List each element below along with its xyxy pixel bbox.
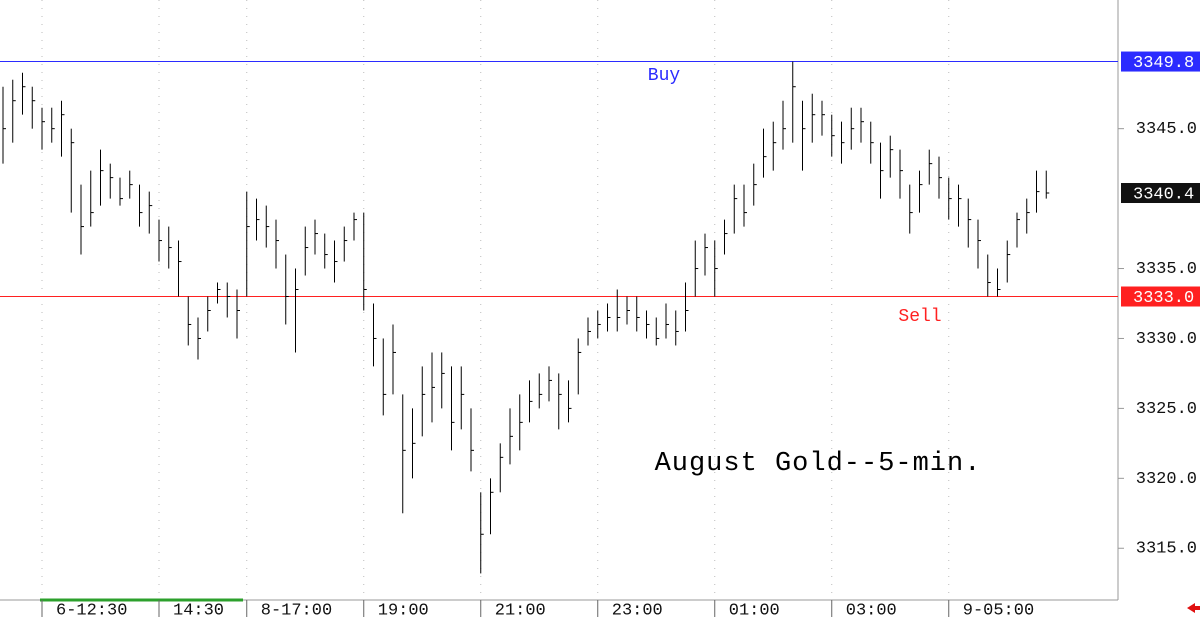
x-tick-label: 19:00	[378, 601, 429, 617]
x-tick-label: 9-05:00	[963, 601, 1034, 617]
level-price-label: 3349.8	[1133, 54, 1194, 73]
level-price-box	[1121, 286, 1200, 307]
y-tick-label: 3335.0	[1136, 260, 1197, 279]
x-tick-label: 6-12:30	[56, 601, 127, 617]
level-price-box	[1121, 51, 1200, 72]
last-price-box	[1121, 183, 1200, 204]
y-tick-label: 3330.0	[1136, 330, 1197, 349]
x-tick-label: 03:00	[846, 601, 897, 617]
x-tick-label: 14:30	[173, 601, 224, 617]
level-price-label: 3333.0	[1133, 289, 1194, 308]
y-tick-label: 3320.0	[1136, 470, 1197, 489]
scroll-arrow	[1187, 603, 1200, 613]
x-tick-label: 8-17:00	[261, 601, 332, 617]
x-tick-label: 01:00	[729, 601, 780, 617]
chart-annotation: August Gold--5-min.	[655, 449, 982, 479]
level-name: Buy	[648, 66, 681, 86]
y-tick-label: 3315.0	[1136, 540, 1197, 559]
x-tick-label: 21:00	[495, 601, 546, 617]
x-tick-label: 23:00	[612, 601, 663, 617]
level-name: Sell	[898, 307, 941, 327]
last-price-label: 3340.4	[1133, 185, 1194, 204]
y-tick-label: 3345.0	[1136, 120, 1197, 139]
y-tick-label: 3325.0	[1136, 400, 1197, 419]
